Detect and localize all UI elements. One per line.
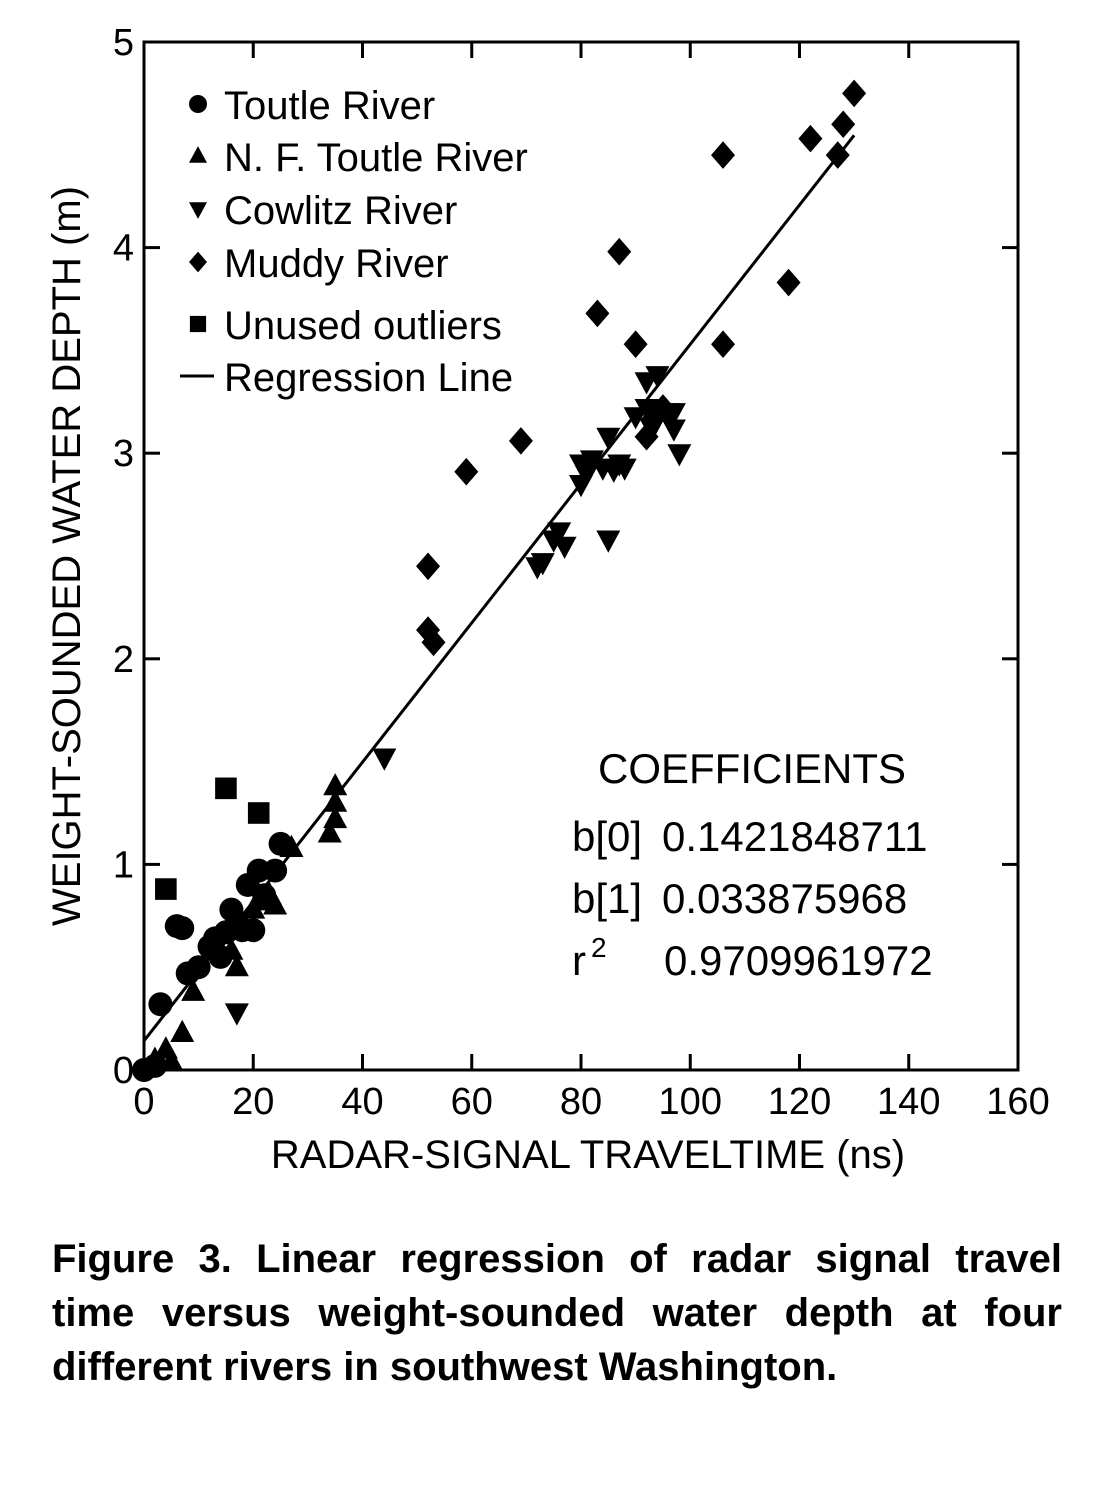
data-point [159, 1048, 184, 1071]
data-point [155, 878, 177, 900]
data-point [241, 918, 266, 943]
data-point [416, 552, 441, 581]
data-point [219, 937, 244, 960]
x-tick-label: 160 [986, 1081, 1049, 1123]
data-point [263, 858, 288, 883]
data-point [323, 773, 348, 796]
data-point [623, 407, 648, 430]
legend-marker [189, 315, 207, 333]
data-point [667, 444, 692, 467]
data-point [579, 450, 604, 473]
series-muddy-river [416, 79, 867, 657]
series-n-f-toutle-river [142, 773, 348, 1071]
legend-marker [189, 251, 207, 273]
data-point [323, 789, 348, 812]
y-tick-label: 1 [113, 844, 134, 886]
coefficients-box: COEFFICIENTS b[0] 0.1421848711 b[1] 0.033875… [572, 745, 933, 984]
data-point [634, 422, 659, 451]
scatter-chart: 0 20 40 60 80 100 120 140 160 0 1 2 3 4 5 RADAR-SIGNAL… [45, 22, 1050, 1177]
coefficient-value: 0.033875968 [662, 875, 907, 922]
data-point [279, 834, 304, 857]
axis-tick-labels: 0 20 40 60 80 100 120 140 160 0 1 2 3 4 5 [113, 22, 1050, 1123]
data-point [607, 237, 632, 266]
data-point [634, 398, 659, 422]
coefficient-value: 0.1421848711 [662, 813, 928, 860]
coefficients-heading: COEFFICIENTS [598, 745, 906, 792]
coefficient-label: r [572, 937, 586, 984]
series-toutle-river [132, 831, 293, 1082]
data-point [508, 427, 533, 455]
data-point [623, 330, 648, 359]
y-tick-label: 5 [113, 22, 134, 64]
data-point [842, 79, 867, 108]
data-point [645, 366, 670, 389]
y-tick-label: 0 [113, 1050, 134, 1092]
x-tick-label: 0 [133, 1081, 154, 1123]
data-point [711, 330, 736, 359]
data-point [317, 820, 342, 843]
series-unused-outliers [155, 777, 270, 900]
data-point [454, 457, 479, 486]
data-points [132, 79, 867, 1082]
data-point [650, 394, 675, 422]
data-point [552, 536, 577, 559]
data-point [776, 268, 801, 297]
y-axis-label: WEIGHT-SOUNDED WATER DEPTH (m) [45, 186, 89, 926]
data-point [181, 978, 206, 1001]
data-point [547, 522, 572, 545]
coefficient-label: b[0] [572, 813, 642, 860]
data-point [241, 896, 266, 919]
x-axis-label: RADAR-SIGNAL TRAVELTIME (ns) [271, 1133, 905, 1177]
data-point [421, 628, 446, 657]
coefficient-label: b[1] [572, 875, 642, 922]
coefficient-value: 0.9709961972 [664, 937, 933, 984]
data-point [711, 141, 736, 169]
data-point [530, 553, 555, 576]
data-point [798, 124, 823, 153]
y-tick-label: 4 [113, 228, 134, 270]
data-point [170, 1019, 195, 1042]
legend: Toutle River N. F. Toutle River Cowlitz Ri… [180, 84, 528, 400]
data-point [612, 458, 637, 481]
legend-entry: Regression Line [224, 356, 513, 400]
x-tick-label: 120 [768, 1081, 831, 1123]
data-point [831, 110, 856, 139]
legend-entry: N. F. Toutle River [224, 136, 528, 180]
y-tick-label: 3 [113, 433, 134, 475]
figure-caption: Figure 3. Linear regression of radar sig… [52, 1237, 1062, 1389]
x-tick-label: 80 [560, 1081, 602, 1123]
data-point [596, 530, 621, 553]
legend-entry: Unused outliers [224, 304, 502, 348]
legend-entry: Cowlitz River [224, 189, 457, 233]
x-tick-label: 40 [341, 1081, 383, 1123]
data-point [148, 992, 173, 1017]
data-point [186, 955, 211, 980]
y-tick-label: 2 [113, 639, 134, 681]
coefficient-superscript: 2 [591, 932, 607, 963]
data-point [247, 802, 270, 824]
data-point [215, 777, 237, 800]
x-tick-label: 100 [659, 1081, 722, 1123]
axis-ticks [142, 40, 1020, 1072]
data-point [224, 1003, 249, 1026]
legend-entry: Toutle River [224, 84, 435, 128]
x-tick-label: 60 [451, 1081, 493, 1123]
x-tick-label: 20 [232, 1081, 274, 1123]
data-point [170, 916, 195, 941]
legend-entry: Muddy River [224, 242, 449, 286]
data-point [661, 419, 686, 442]
data-point [596, 427, 621, 450]
data-point [224, 954, 249, 977]
series-cowlitz-river [224, 366, 692, 1026]
data-point [416, 616, 441, 644]
data-point [825, 141, 850, 169]
data-point [323, 805, 348, 829]
legend-marker [189, 95, 207, 113]
legend-marker [189, 146, 207, 163]
legend-marker [189, 202, 207, 219]
data-point [372, 748, 397, 771]
data-point [263, 892, 288, 915]
data-point [585, 299, 610, 328]
x-tick-label: 140 [877, 1081, 940, 1123]
